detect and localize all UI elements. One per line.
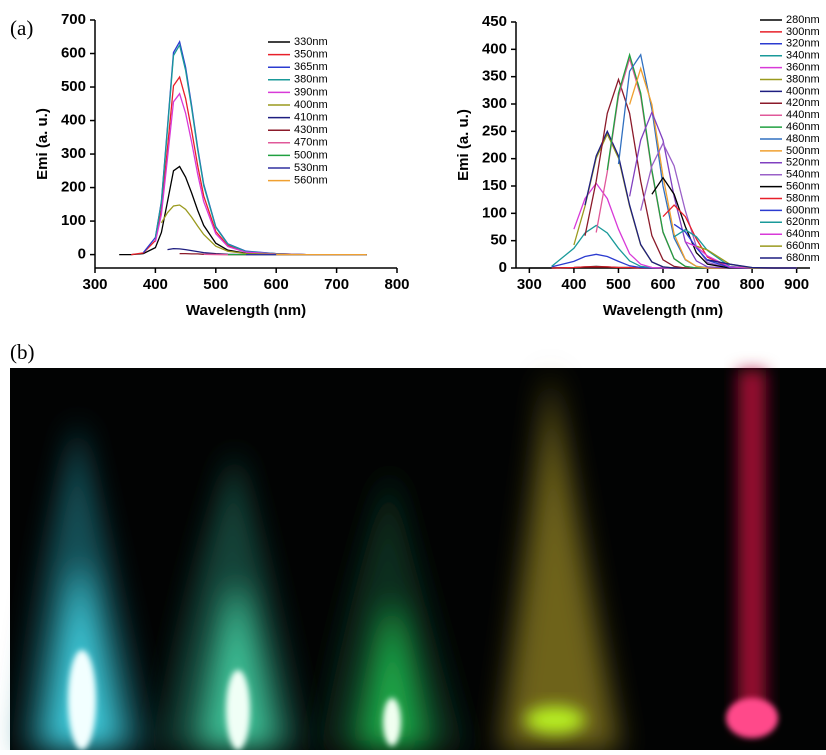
legend-label: 360nm — [786, 62, 820, 74]
plume-core — [383, 698, 401, 746]
legend-label: 420nm — [786, 97, 820, 109]
legend-label: 440nm — [786, 109, 820, 121]
legend-label: 600nm — [786, 204, 820, 216]
y-tick-label: 700 — [61, 11, 86, 28]
chart: 0 100 200 300 400 500 600 700 300 400 500 600 700 800… — [34, 11, 410, 319]
series-line — [585, 131, 797, 268]
y-tick-label: 350 — [482, 68, 507, 85]
legend-label: 430nm — [294, 124, 328, 136]
y-tick-label: 450 — [482, 13, 507, 30]
legend-label: 320nm — [786, 38, 820, 50]
legend-label: 340nm — [786, 50, 820, 62]
x-tick-label: 700 — [695, 276, 720, 293]
y-tick-label: 200 — [482, 150, 507, 167]
legend-label: 400nm — [786, 85, 820, 97]
legend-label: 470nm — [294, 137, 328, 149]
y-tick-label: 100 — [482, 204, 507, 221]
y-tick-label: 50 — [490, 232, 507, 249]
y-tick-label: 200 — [61, 179, 86, 196]
y-tick-label: 400 — [61, 112, 86, 129]
x-axis-label: Wavelength (nm) — [186, 302, 306, 319]
legend-label: 400nm — [294, 99, 328, 111]
legend-label: 380nm — [786, 73, 820, 85]
x-tick-label: 300 — [82, 276, 107, 293]
series-line — [143, 42, 366, 255]
photo — [10, 368, 826, 750]
x-tick-label: 500 — [606, 276, 631, 293]
y-tick-label: 500 — [61, 78, 86, 95]
x-tick-label: 800 — [740, 276, 765, 293]
chart: 0 50 100 150 200 250 300 350 400 450 300 400 500 600 7… — [455, 13, 820, 319]
legend-label: 380nm — [294, 74, 328, 86]
x-tick-label: 300 — [517, 276, 542, 293]
legend-label: 560nm — [294, 175, 328, 187]
plume-core — [226, 670, 250, 750]
x-tick-label: 400 — [561, 276, 586, 293]
series-line — [161, 205, 366, 255]
y-tick-label: 300 — [482, 95, 507, 112]
legend-label: 640nm — [786, 228, 820, 240]
legend-label: 680nm — [786, 252, 820, 264]
x-tick-label: 500 — [203, 276, 228, 293]
legend-label: 350nm — [294, 49, 328, 61]
legend-label: 540nm — [786, 169, 820, 181]
series-line — [155, 94, 366, 255]
legend-label: 390nm — [294, 86, 328, 98]
y-tick-label: 400 — [482, 40, 507, 57]
plume-spot — [726, 698, 778, 738]
y-tick-label: 250 — [482, 122, 507, 139]
x-tick-label: 700 — [324, 276, 349, 293]
legend-label: 500nm — [786, 145, 820, 157]
legend-label: 620nm — [786, 216, 820, 228]
x-tick-label: 400 — [143, 276, 168, 293]
legend-label: 500nm — [294, 149, 328, 161]
plume-core — [68, 650, 96, 750]
plume-spot — [525, 706, 585, 734]
legend-label: 520nm — [786, 157, 820, 169]
legend-label: 480nm — [786, 133, 820, 145]
legend-label: 560nm — [786, 181, 820, 193]
y-tick-label: 100 — [61, 212, 86, 229]
x-tick-label: 800 — [384, 276, 409, 293]
legend-label: 330nm — [294, 36, 328, 48]
series-line — [155, 45, 366, 255]
x-tick-label: 600 — [264, 276, 289, 293]
y-tick-label: 0 — [78, 246, 86, 263]
panel-label: (a) — [10, 16, 33, 40]
y-tick-label: 150 — [482, 177, 507, 194]
legend-label: 300nm — [786, 26, 820, 38]
y-tick-label: 0 — [499, 259, 507, 276]
legend-label: 280nm — [786, 14, 820, 26]
y-tick-label: 600 — [61, 44, 86, 61]
plume-red — [738, 370, 766, 730]
y-tick-label: 300 — [61, 145, 86, 162]
y-axis-label: Emi (a. u.) — [34, 108, 51, 180]
legend-label: 460nm — [786, 121, 820, 133]
series-line — [630, 69, 797, 269]
legend-label: 410nm — [294, 112, 328, 124]
series-line — [619, 55, 797, 268]
x-tick-label: 900 — [784, 276, 809, 293]
series-line — [119, 167, 367, 255]
legend-label: 580nm — [786, 192, 820, 204]
legend-label: 365nm — [294, 61, 328, 73]
x-axis-label: Wavelength (nm) — [603, 302, 723, 319]
legend-label: 660nm — [786, 240, 820, 252]
panel-label: (b) — [10, 340, 35, 364]
legend-label: 530nm — [294, 162, 328, 174]
x-tick-label: 600 — [650, 276, 675, 293]
y-axis-label: Emi (a. u.) — [455, 109, 472, 181]
series-line — [574, 134, 797, 268]
